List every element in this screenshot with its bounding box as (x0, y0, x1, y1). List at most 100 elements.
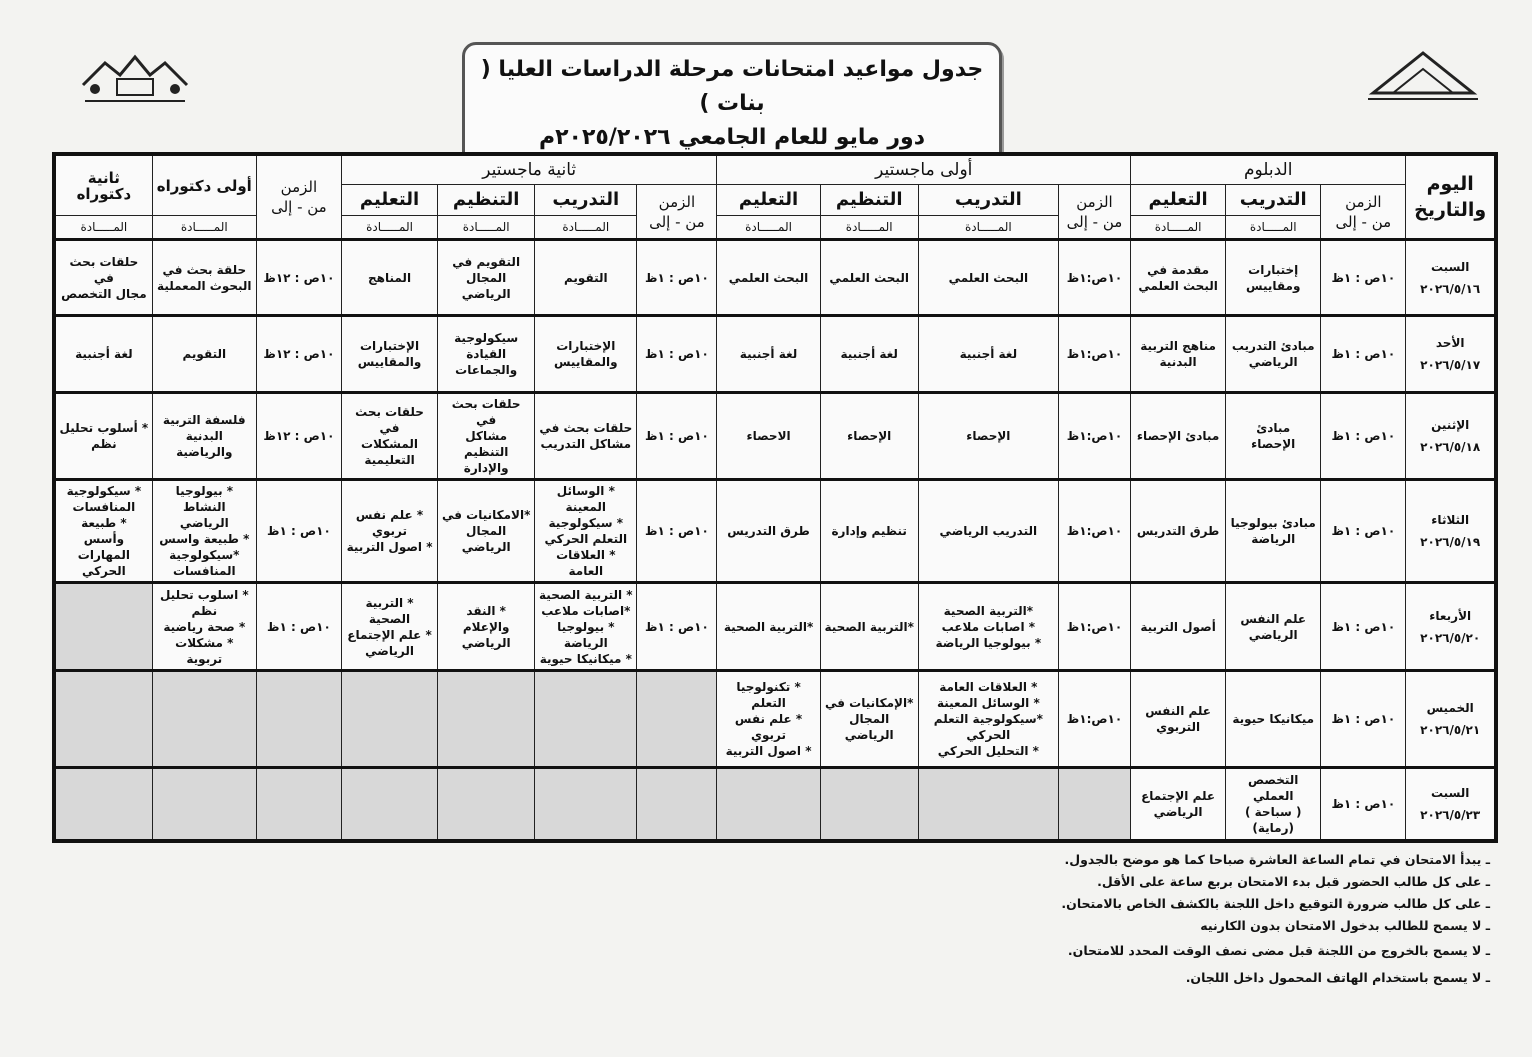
diploma-training-cell: علم النفس الرياضي (1225, 581, 1322, 671)
diploma-training-cell: مبادئ بيولوجيا الرياضة (1225, 478, 1322, 583)
exam-date: ٢٠٢٦/٥/١٦ (1420, 281, 1481, 296)
master1-teaching-cell: الاحصاء (716, 391, 821, 480)
day-name: السبت (1430, 785, 1470, 800)
master1-training-cell: لغة أجنبية (917, 314, 1059, 393)
header-group-doctorate2: ثانية دكتوراه (53, 153, 153, 216)
master1-training-cell: البحث العلمي (917, 238, 1059, 316)
header-material: المـــــادة (437, 215, 536, 240)
note-item: ـ لا يسمح باستخدام الهاتف المحمول داخل ا… (1185, 969, 1490, 985)
master1-training-cell: *التربية الصحية * اصابات ملاعب * بيولوجي… (917, 581, 1059, 671)
title-line-1: جدول مواعيد امتحانات مرحلة الدراسات العل… (480, 57, 984, 116)
master2-teaching-cell: حلقات بحث في المشكلات التعليمية (340, 391, 439, 480)
day-date-cell: الإثنين ٢٠٢٦/٥/١٨ (1405, 391, 1497, 480)
exam-date: ٢٠٢٦/٥/٢٣ (1420, 807, 1481, 822)
diploma-teaching-cell: طرق التدريس (1130, 478, 1227, 583)
master1-time-cell: ١٠ص:١ظ (1057, 478, 1132, 583)
diploma-time-cell: ١٠ص : ١ظ (1320, 314, 1407, 393)
doctorate-time-cell: ١٠ص : ١٢ظ (255, 238, 342, 316)
header-master2-organization: التنظيم (437, 184, 536, 216)
doctorate-time-cell: ١٠ص : ١ظ (255, 581, 342, 671)
master2-time-cell: ١٠ص : ١ظ (636, 314, 718, 393)
doctorate2-subject-cell: * سيكولوجية المنافسات * طبيعة وأسس المها… (53, 478, 153, 583)
master2-time-cell: ١٠ص : ١ظ (636, 581, 718, 671)
faculty-logo-right (1360, 45, 1485, 105)
master1-teaching-cell: *التربية الصحية (716, 581, 821, 671)
master2-teaching-cell: * التربية الصحية * علم الإجتماع الرياضي (340, 581, 439, 671)
main-content: اليوم والتاريخ الدبلوم أولى ماجستير ثاني… (52, 152, 1498, 991)
master2-teaching-cell (340, 669, 439, 768)
day-date-cell: الخميس ٢٠٢٦/٥/٢١ (1405, 669, 1497, 768)
day-name: السبت (1430, 259, 1470, 274)
master1-teaching-cell: البحث العلمي (716, 238, 821, 316)
header-material: المـــــادة (340, 215, 439, 240)
diploma-teaching-cell: علم النفس التربوي (1130, 669, 1227, 768)
doctorate-time-cell: ١٠ص : ١٢ظ (255, 314, 342, 393)
header-diploma-teaching: التعليم (1130, 184, 1227, 216)
table-row: السبت ٢٠٢٦/٥/١٦ ١٠ص : ١ظ إختبارات ومقاييس مق… (53, 238, 1497, 316)
master1-training-cell: التدريب الرياضي (917, 478, 1059, 583)
table-row: الخميس ٢٠٢٦/٥/٢١ ١٠ص : ١ظ ميكانيكا حيوية علم… (53, 669, 1497, 768)
doctorate1-subject-cell: حلقة بحث في البحوث المعملية (151, 238, 257, 316)
note-item: ـ على كل طالب ضرورة التوقيع داخل اللجنة … (1061, 895, 1490, 911)
header-time-doctorate: الزمن من - إلى (255, 153, 342, 240)
doctorate-time-cell (255, 669, 342, 768)
table-row: السبت ٢٠٢٦/٥/٢٣ ١٠ص : ١ظ التخصص العملي ( سب… (53, 766, 1497, 841)
master1-teaching-cell: * تكنولوجيا التعلم * علم نفس تربوي * اصو… (716, 669, 821, 768)
master2-time-cell (636, 669, 718, 768)
doctorate1-subject-cell: * اسلوب تحليل نظم * صحة رياضية * مشكلات … (151, 581, 257, 671)
doctorate1-subject-cell: * بيولوجيا النشاط الرياضي * طبيعة واسس *… (151, 478, 257, 583)
doctorate2-subject-cell: * أسلوب تحليل نظم (53, 391, 153, 480)
diploma-time-cell: ١٠ص : ١ظ (1320, 766, 1407, 841)
doctorate1-subject-cell (151, 669, 257, 768)
master2-organization-cell: التقويم في المجال الرياضي (437, 238, 536, 316)
header-group-master2: ثانية ماجستير (340, 153, 718, 185)
note-item: ـ يبدأ الامتحان في تمام الساعة العاشرة ص… (1064, 851, 1490, 867)
table-row: الأحد ٢٠٢٦/٥/١٧ ١٠ص : ١ظ مبادئ التدريب الري… (53, 314, 1497, 393)
header-master1-teaching: التعليم (716, 184, 821, 216)
header-material: المـــــادة (53, 215, 153, 240)
table-row: الثلاثاء ٢٠٢٦/٥/١٩ ١٠ص : ١ظ مبادئ بيولوجيا … (53, 478, 1497, 583)
doctorate2-subject-cell (53, 766, 153, 841)
master2-teaching-cell (340, 766, 439, 841)
master1-time-cell: ١٠ص:١ظ (1057, 238, 1132, 316)
schedule-body: السبت ٢٠٢٦/٥/١٦ ١٠ص : ١ظ إختبارات ومقاييس مق… (53, 238, 1497, 841)
diploma-teaching-cell: علم الإجتماع الرياضي (1130, 766, 1227, 841)
exam-date: ٢٠٢٦/٥/١٩ (1420, 535, 1481, 549)
header-time-master1: الزمن من - إلى (1057, 184, 1132, 240)
note-item: ـ لا يسمح للطالب بدخول الامتحان بدون الك… (1200, 917, 1490, 933)
doctorate1-subject-cell: فلسفة التربية البدنية والرياضية (151, 391, 257, 480)
exam-notes: ـ يبدأ الامتحان في تمام الساعة العاشرة ص… (52, 849, 1498, 991)
master2-organization-cell (437, 766, 536, 841)
doctorate2-subject-cell: حلقات بحث في مجال التخصص (53, 238, 153, 316)
master1-organization-cell (819, 766, 919, 841)
table-row: الأربعاء ٢٠٢٦/٥/٢٠ ١٠ص : ١ظ علم النفس الريا… (53, 581, 1497, 671)
diploma-teaching-cell: مناهج التربية البدنية (1130, 314, 1227, 393)
master2-training-cell: الإختبارات والمقاييس (534, 314, 638, 393)
master2-training-cell: * التربية الصحية *اصابات ملاعب * بيولوجي… (534, 581, 638, 671)
header-master2-training: التدريب (534, 184, 638, 216)
master1-training-cell (917, 766, 1059, 841)
header-master1-organization: التنظيم (819, 184, 919, 216)
diploma-training-cell: مبادئ التدريب الرياضي (1225, 314, 1322, 393)
master1-teaching-cell: لغة أجنبية (716, 314, 821, 393)
day-name: الخميس (1426, 701, 1474, 715)
table-row: الإثنين ٢٠٢٦/٥/١٨ ١٠ص : ١ظ مبادئ الإحصاء مبا… (53, 391, 1497, 480)
master2-teaching-cell: * علم نفس تربوي * اصول التربية (340, 478, 439, 583)
day-name: الأربعاء (1429, 608, 1472, 623)
header-diploma-training: التدريب (1225, 184, 1322, 216)
diploma-teaching-cell: مقدمة في البحث العلمي (1130, 238, 1227, 316)
master2-organization-cell (437, 669, 536, 768)
master2-time-cell: ١٠ص : ١ظ (636, 478, 718, 583)
day-date-cell: السبت ٢٠٢٦/٥/٢٣ (1405, 766, 1497, 841)
faculty-logo-left (72, 45, 197, 107)
master1-organization-cell: *التربية الصحية (819, 581, 919, 671)
master1-training-cell: * العلاقات العامة * الوسائل المعينة *سيك… (917, 669, 1059, 768)
day-name: الإثنين (1431, 418, 1470, 432)
master2-training-cell (534, 669, 638, 768)
doctorate-time-cell (255, 766, 342, 841)
master2-organization-cell: * النقد والإعلام الرياضي (437, 581, 536, 671)
doctorate-time-cell: ١٠ص : ١٢ظ (255, 391, 342, 480)
header-material: المـــــادة (1225, 215, 1322, 240)
header-time-master2: الزمن من - إلى (636, 184, 718, 240)
day-date-cell: السبت ٢٠٢٦/٥/١٦ (1405, 238, 1497, 316)
